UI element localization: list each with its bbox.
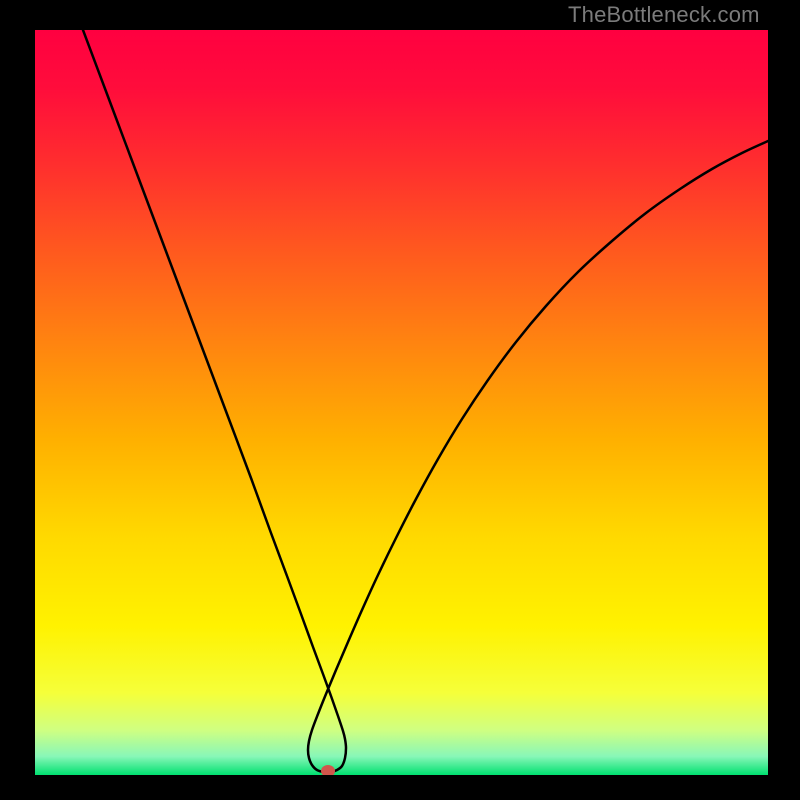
curve-layer <box>35 30 768 775</box>
bottleneck-curve <box>83 30 768 772</box>
watermark-text: TheBottleneck.com <box>568 2 760 28</box>
plot-area <box>35 30 768 775</box>
optimal-point-marker <box>321 765 335 775</box>
